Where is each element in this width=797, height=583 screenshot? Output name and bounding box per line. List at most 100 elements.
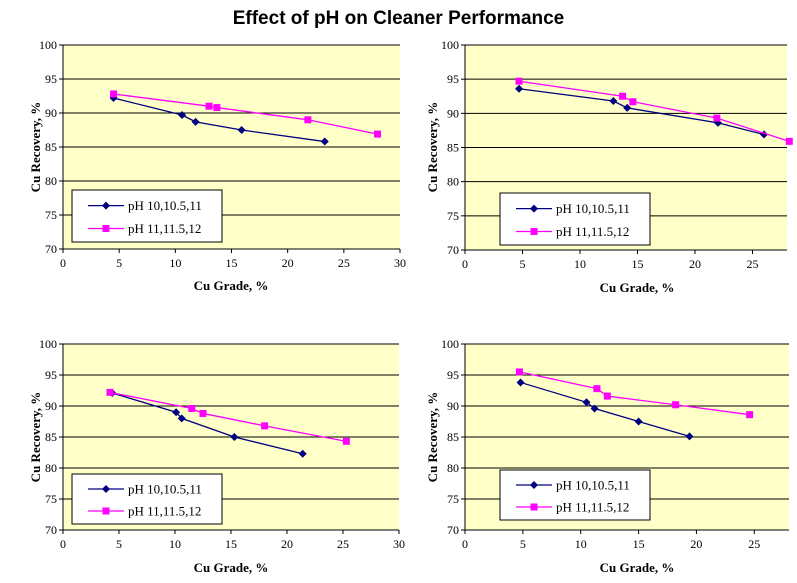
series-1-point [172, 408, 181, 417]
legend-2-marker [530, 503, 538, 511]
legend-2-marker [102, 507, 110, 515]
y-tick-label: 95 [447, 72, 459, 86]
y-tick-label: 95 [45, 368, 57, 382]
series-2-point [213, 104, 221, 112]
x-axis-label: Cu Grade, % [600, 560, 675, 575]
legend-1-label: pH 10,10.5,11 [556, 201, 630, 216]
chart-3: 70 75 80 85 90 95 100 0 5 10 15 20 25 30 Cu Grade, % Cu… [28, 337, 405, 575]
series-2-point [629, 98, 637, 106]
figure-title: Effect of pH on Cleaner Performance [232, 8, 565, 29]
legend-2-marker [102, 224, 110, 232]
legend-1-marker [530, 481, 538, 489]
series-2-point [603, 392, 611, 400]
series-2-point [785, 137, 793, 145]
y-axis-label: Cu Recovery, % [425, 392, 440, 483]
legend-2-label: pH 11,11.5,12 [128, 221, 201, 236]
y-tick-label: 75 [45, 208, 57, 222]
x-axis-label: Cu Grade, % [194, 560, 269, 575]
legend-2-label: pH 11,11.5,12 [556, 500, 629, 515]
series-2-point [199, 409, 207, 417]
y-tick-label: 75 [45, 492, 57, 506]
y-tick-label: 85 [447, 430, 459, 444]
chart-1: 70 75 80 85 90 95 100 0 5 10 15 20 25 30 Cu Grade, % Cu… [28, 38, 406, 293]
series-2-point [188, 404, 196, 412]
series-1-point [298, 449, 307, 458]
series-2-point [106, 388, 114, 396]
x-tick-label: 5 [116, 537, 122, 551]
legend-box [71, 189, 223, 243]
legend-1-marker [102, 485, 110, 493]
series-2-point [672, 401, 680, 409]
series-1-point [177, 414, 186, 423]
x-tick-label: 0 [462, 257, 468, 271]
legend-box [499, 192, 651, 246]
legend-box [499, 469, 651, 521]
legend-1-marker [102, 201, 110, 210]
y-tick-label: 95 [45, 72, 57, 86]
y-tick-label: 90 [45, 399, 57, 413]
series-2-point [619, 92, 627, 100]
y-tick-label: 90 [45, 106, 57, 120]
legend-1-label: pH 10,10.5,11 [556, 478, 630, 493]
y-tick-label: 80 [45, 461, 57, 475]
series-2-point [342, 437, 350, 445]
series-2-point [374, 130, 382, 138]
series-1-point [320, 137, 329, 146]
y-tick-label: 70 [447, 523, 459, 537]
series-1-point [191, 117, 200, 126]
series-2-point [593, 385, 601, 393]
legend-box [71, 473, 223, 525]
y-tick-label: 80 [45, 174, 57, 188]
series-2-point [205, 102, 213, 110]
x-tick-label: 15 [226, 256, 238, 270]
series-1-point [178, 111, 187, 120]
y-tick-label: 70 [45, 523, 57, 537]
y-tick-label: 75 [447, 209, 459, 223]
series-2-point [261, 422, 269, 430]
series-2-point [746, 411, 754, 419]
y-tick-label: 85 [45, 140, 57, 154]
y-tick-label: 100 [39, 38, 57, 52]
x-tick-label: 0 [462, 537, 468, 551]
y-axis-label: Cu Recovery, % [425, 102, 440, 193]
y-tick-label: 75 [447, 492, 459, 506]
series-1-point [230, 433, 239, 441]
x-tick-label: 5 [116, 256, 122, 270]
x-tick-label: 10 [169, 256, 181, 270]
y-tick-label: 100 [39, 337, 57, 351]
y-tick-label: 85 [447, 141, 459, 155]
series-2-point [515, 368, 523, 376]
x-tick-label: 10 [574, 257, 586, 271]
legend-2-label: pH 11,11.5,12 [128, 504, 201, 519]
x-axis-label: Cu Grade, % [600, 280, 675, 295]
y-tick-label: 80 [447, 461, 459, 475]
x-axis-label: Cu Grade, % [194, 278, 269, 293]
series-1-point [516, 378, 525, 387]
series-2-point [713, 114, 721, 122]
series-1-point [609, 97, 618, 106]
x-tick-label: 15 [633, 537, 645, 551]
series-1-point [685, 432, 694, 441]
series-2-point [110, 90, 118, 98]
x-tick-label: 20 [281, 537, 293, 551]
x-tick-label: 25 [337, 537, 349, 551]
y-axis-label: Cu Recovery, % [28, 102, 43, 193]
x-tick-label: 0 [60, 256, 66, 270]
y-tick-label: 100 [441, 337, 459, 351]
x-tick-label: 10 [575, 537, 587, 551]
y-tick-label: 70 [45, 242, 57, 256]
y-tick-label: 85 [45, 430, 57, 444]
x-tick-label: 30 [393, 537, 405, 551]
chart-4: 70 75 80 85 90 95 100 0 5 10 15 20 25 Cu Grade, % Cu R… [425, 337, 789, 575]
x-tick-label: 25 [748, 537, 760, 551]
y-tick-label: 80 [447, 175, 459, 189]
y-tick-label: 90 [447, 399, 459, 413]
series-2-point [304, 116, 312, 124]
x-tick-label: 0 [60, 537, 66, 551]
legend-1-label: pH 10,10.5,11 [128, 482, 202, 497]
y-tick-label: 95 [447, 368, 459, 382]
legend-1-marker [530, 204, 538, 213]
legend-1-label: pH 10,10.5,11 [128, 198, 202, 213]
legend-2-marker [530, 227, 538, 235]
x-tick-label: 5 [520, 257, 526, 271]
